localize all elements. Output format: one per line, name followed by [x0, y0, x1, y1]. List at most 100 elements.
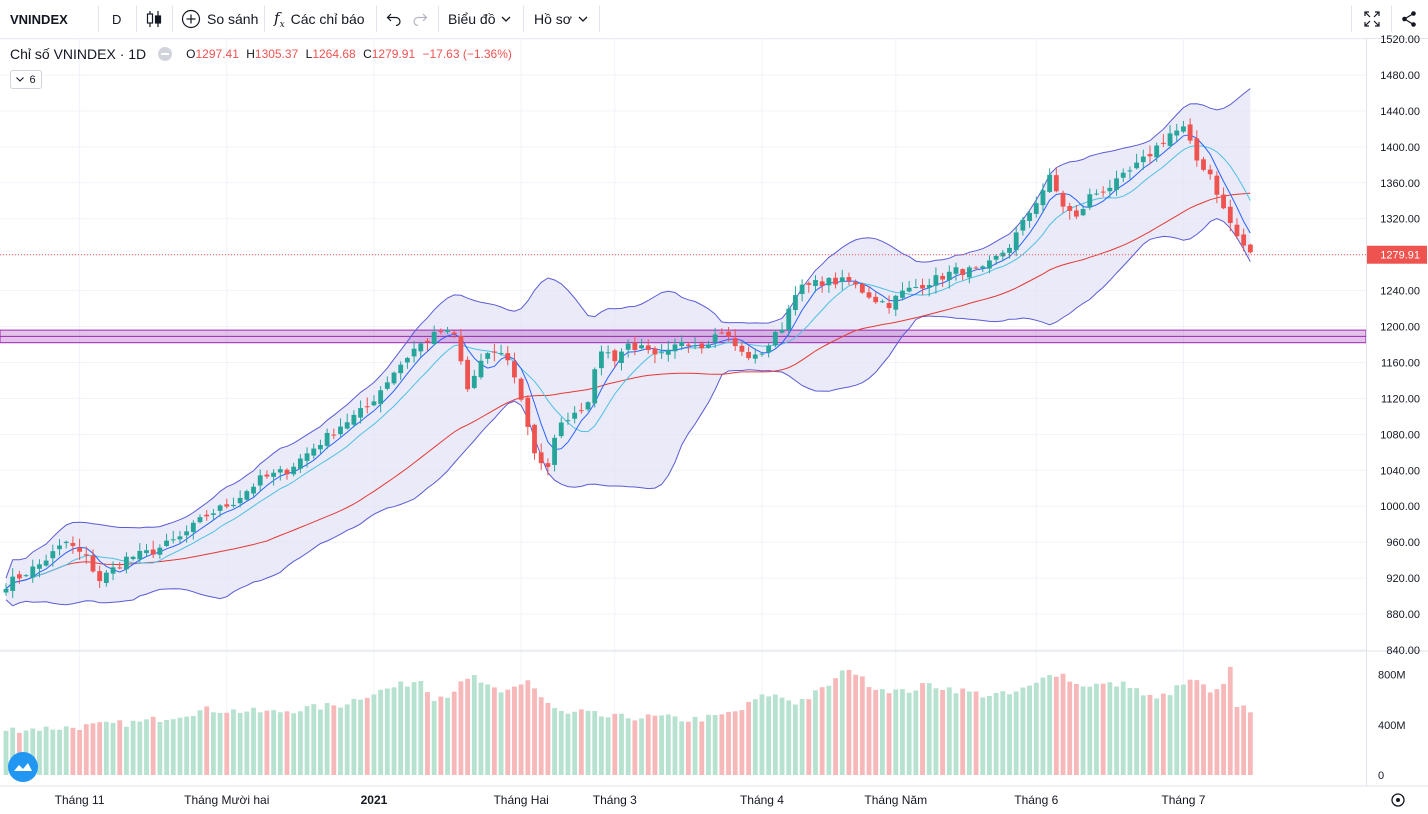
- candle: [291, 466, 297, 475]
- hide-legend-icon[interactable]: [158, 47, 173, 61]
- candle: [190, 522, 196, 532]
- toolbar-divider: [172, 6, 173, 32]
- redo-button[interactable]: [412, 0, 428, 38]
- layout-menu[interactable]: Biểu đồ: [448, 0, 511, 38]
- candle: [960, 269, 966, 275]
- volume-bar: [1221, 684, 1226, 775]
- candles: [3, 118, 1253, 598]
- volume-bar: [552, 708, 557, 775]
- time-tick-label: Tháng 11: [55, 793, 105, 807]
- indicators-button[interactable]: fx Các chỉ báo: [274, 0, 365, 38]
- candle: [311, 448, 317, 456]
- profile-label: Hồ sơ: [534, 11, 572, 27]
- indicators-toggle[interactable]: 6: [10, 70, 42, 89]
- cloud-logo-icon: [14, 763, 32, 771]
- volume-bar: [685, 721, 691, 775]
- last-price-tag-bg: [1367, 245, 1427, 264]
- candle: [364, 406, 370, 408]
- volume-bar: [445, 697, 450, 775]
- volume-bar: [799, 698, 805, 775]
- volume-bar: [846, 669, 852, 775]
- chevron-down-icon: [16, 77, 25, 82]
- fullscreen-button[interactable]: [1363, 0, 1381, 38]
- volume-bar: [679, 721, 685, 775]
- price-tick-label: 920.00: [1386, 573, 1420, 585]
- volume-bar: [237, 712, 243, 775]
- candles-icon: [146, 11, 162, 27]
- price-tick-label: 1120.00: [1381, 393, 1420, 405]
- volume-bar: [351, 698, 357, 775]
- candle: [1053, 175, 1059, 192]
- candle: [779, 329, 785, 333]
- candle: [1100, 191, 1106, 193]
- toolbar-divider: [136, 6, 137, 32]
- toolbar-divider: [1391, 6, 1392, 32]
- candle: [826, 278, 832, 286]
- share-icon: [1402, 11, 1416, 27]
- candle: [1067, 205, 1073, 211]
- candle: [719, 332, 725, 334]
- undo-button[interactable]: [386, 0, 402, 38]
- candle: [706, 344, 711, 348]
- tradingview-logo[interactable]: [8, 752, 38, 782]
- ma-slow-line: [5, 192, 1251, 590]
- volume-bar: [833, 678, 838, 775]
- candle: [692, 345, 698, 347]
- candle: [1234, 224, 1240, 237]
- time-tick-label: Tháng Mười hai: [184, 793, 269, 807]
- settings-button[interactable]: [1391, 793, 1405, 807]
- candle: [853, 282, 859, 285]
- volume-bar: [284, 711, 290, 775]
- candle: [1087, 194, 1093, 208]
- volume-bar: [732, 711, 738, 775]
- candle: [1127, 170, 1133, 172]
- candle: [137, 550, 143, 560]
- volume-bar: [37, 730, 42, 775]
- volume-bar: [1214, 689, 1220, 775]
- toolbar-divider: [98, 6, 99, 32]
- candle: [619, 351, 624, 363]
- volume-bar: [1181, 684, 1186, 775]
- interval-button[interactable]: D: [112, 0, 121, 38]
- candle: [625, 343, 631, 350]
- candle: [819, 281, 825, 286]
- candle: [1160, 142, 1166, 144]
- time-axis[interactable]: Tháng 11 Tháng Mười hai 2021 Tháng Hai Tháng…: [55, 793, 1206, 807]
- toolbar-divider: [376, 6, 377, 32]
- candle: [1134, 162, 1140, 169]
- candle: [224, 504, 230, 507]
- volume-bar: [505, 689, 511, 775]
- candle: [177, 536, 183, 540]
- candle: [110, 567, 116, 574]
- chevron-down-icon: [578, 16, 588, 22]
- candle: [210, 513, 216, 515]
- candle: [77, 547, 82, 552]
- candle: [1227, 206, 1233, 224]
- price-axis[interactable]: 1520.00 1480.00 1440.00 1400.00 1360.00 1320.…: [1380, 34, 1420, 657]
- profile-menu[interactable]: Hồ sơ: [534, 0, 588, 38]
- candle: [746, 352, 751, 359]
- compare-button[interactable]: So sánh: [181, 0, 258, 38]
- volume-bar: [338, 707, 343, 775]
- volume-bar: [1007, 694, 1012, 775]
- candle: [1107, 187, 1113, 192]
- legend-ohlc: O1297.41 H1305.37 L1264.68 C1279.91 −17.…: [186, 47, 512, 61]
- candle: [1027, 212, 1032, 221]
- candle: [545, 463, 551, 467]
- chart-type-button[interactable]: [146, 0, 162, 38]
- candle: [16, 574, 22, 579]
- compare-label: So sánh: [207, 11, 259, 27]
- change-value: −17.63 (−1.36%): [422, 47, 512, 61]
- candle: [866, 292, 872, 298]
- candle: [498, 352, 504, 354]
- price-tick-label: 1360.00: [1380, 178, 1420, 190]
- volume-bar: [1160, 693, 1166, 775]
- candle: [90, 555, 96, 572]
- share-button[interactable]: [1401, 0, 1417, 38]
- volume-bar: [1147, 694, 1153, 775]
- plus-circle-icon: [181, 9, 201, 29]
- price-tick-label: 1440.00: [1380, 106, 1420, 118]
- grid: [0, 38, 1366, 775]
- symbol-search[interactable]: VNINDEX: [10, 0, 68, 38]
